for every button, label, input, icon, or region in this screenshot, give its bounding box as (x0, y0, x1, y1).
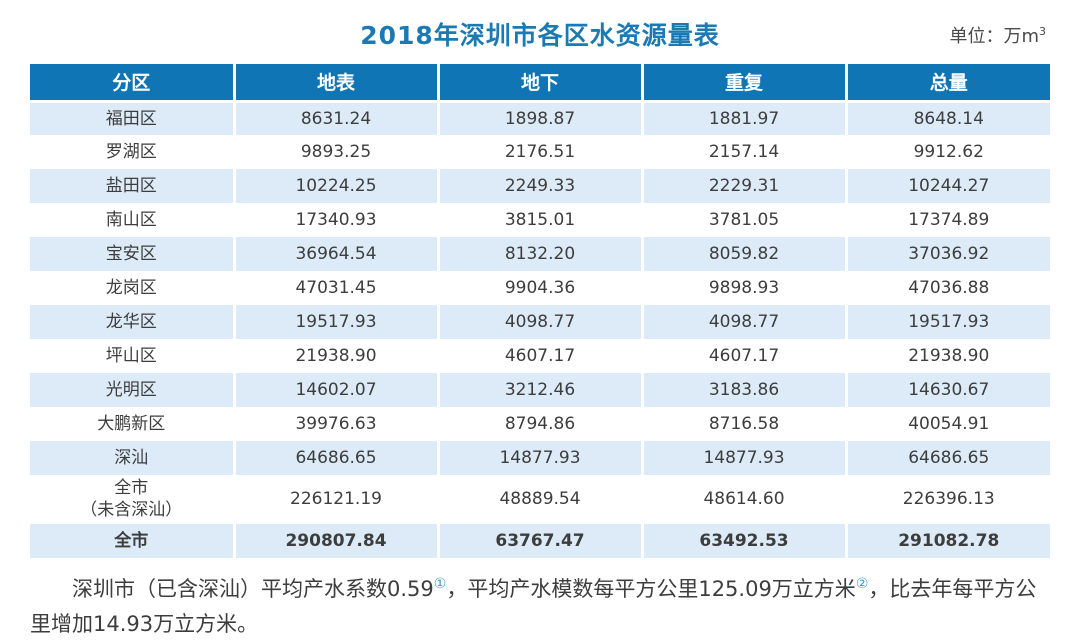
value-cell: 48614.60 (642, 475, 848, 524)
value-cell: 9912.62 (913, 141, 984, 162)
value-cell: 1898.87 (438, 101, 644, 135)
value-cell: 10244.27 (908, 175, 990, 196)
district-cell: 盐田区 (30, 169, 236, 203)
value-cell: 64686.65 (908, 447, 990, 468)
value-cell: 3781.05 (642, 203, 848, 237)
page-header: 2018年深圳市各区水资源量表 单位：万m3 (30, 12, 1050, 62)
district-cell: 深汕 (30, 441, 236, 475)
value-cell: 14877.93 (438, 441, 644, 475)
value-cell: 3212.46 (438, 373, 644, 407)
value-cell: 4098.77 (642, 305, 848, 339)
value-cell: 14602.07 (234, 373, 440, 407)
value-cell: 9898.93 (642, 271, 848, 305)
district-cell: 龙华区 (30, 305, 236, 339)
column-header-0: 分区 (30, 64, 236, 103)
value-cell: 2229.31 (642, 169, 848, 203)
water-resources-table: 分区 地表 地下 重复 总量 福田区 8631.24 1898.87 1881.97 8648.… (30, 64, 1050, 558)
unit-exponent: 3 (1039, 25, 1046, 38)
value-cell: 17340.93 (234, 203, 440, 237)
value-cell: 8648.14 (913, 108, 984, 129)
table-row: 龙岗区 47031.45 9904.36 9898.93 47036.88 (30, 271, 1050, 305)
footnote-marker-1: ① (433, 575, 447, 592)
value-cell: 8716.58 (642, 407, 848, 441)
value-cell: 8631.24 (234, 101, 440, 135)
value-cell: 19517.93 (908, 311, 990, 332)
column-header-2: 地下 (438, 64, 644, 103)
value-cell: 64686.65 (234, 441, 440, 475)
district-cell: 光明区 (30, 373, 236, 407)
value-cell: 17374.89 (908, 209, 990, 230)
footnote-text-1: 深圳市（已含深汕）平均产水系数0.59 (72, 576, 434, 601)
unit-label: 单位：万m3 (949, 22, 1046, 48)
district-cell: 福田区 (30, 101, 236, 135)
table-row: 光明区 14602.07 3212.46 3183.86 14630.67 (30, 373, 1050, 407)
table-header: 分区 地表 地下 重复 总量 (30, 64, 1050, 103)
district-cell: 坪山区 (30, 339, 236, 373)
district-cell: 南山区 (30, 203, 236, 237)
unit-text: 单位：万m (949, 26, 1039, 47)
table-row: 南山区 17340.93 3815.01 3781.05 17374.89 (30, 203, 1050, 237)
footnote-text-2: ，平均产水模数每平方公里125.09万立方米 (446, 576, 856, 601)
table-row: 深汕 64686.65 14877.93 14877.93 64686.65 (30, 441, 1050, 475)
value-cell: 226121.19 (234, 475, 440, 524)
footnote: 深圳市（已含深汕）平均产水系数0.59①，平均产水模数每平方公里125.09万立… (30, 572, 1050, 643)
table-row: 大鹏新区 39976.63 8794.86 8716.58 40054.91 (30, 407, 1050, 441)
value-cell: 47036.88 (908, 277, 990, 298)
value-cell: 8059.82 (642, 237, 848, 271)
table-row: 龙华区 19517.93 4098.77 4098.77 19517.93 (30, 305, 1050, 339)
value-cell: 47031.45 (234, 271, 440, 305)
district-cell: 宝安区 (30, 237, 236, 271)
value-cell: 40054.91 (908, 413, 990, 434)
table-row: 宝安区 36964.54 8132.20 8059.82 37036.92 (30, 237, 1050, 271)
value-cell: 1881.97 (642, 101, 848, 135)
value-cell: 2157.14 (642, 135, 848, 169)
value-cell: 4098.77 (438, 305, 644, 339)
value-cell: 4607.17 (438, 339, 644, 373)
table-row: 全市 290807.84 63767.47 63492.53 291082.78 (30, 523, 1050, 558)
value-cell: 63767.47 (438, 523, 644, 558)
table-row: 坪山区 21938.90 4607.17 4607.17 21938.90 (30, 339, 1050, 373)
value-cell: 226396.13 (902, 489, 995, 510)
district-cell: 全市 (30, 523, 236, 558)
table-row: 罗湖区 9893.25 2176.51 2157.14 9912.62 (30, 135, 1050, 169)
value-cell: 291082.78 (898, 530, 1000, 551)
column-header-3: 重复 (642, 64, 848, 103)
value-cell: 290807.84 (234, 523, 440, 558)
value-cell: 39976.63 (234, 407, 440, 441)
value-cell: 14877.93 (642, 441, 848, 475)
value-cell: 21938.90 (908, 345, 990, 366)
value-cell: 3815.01 (438, 203, 644, 237)
value-cell: 63492.53 (642, 523, 848, 558)
table-row: 福田区 8631.24 1898.87 1881.97 8648.14 (30, 101, 1050, 135)
value-cell: 2176.51 (438, 135, 644, 169)
value-cell: 37036.92 (908, 243, 990, 264)
value-cell: 10224.25 (234, 169, 440, 203)
district-cell: 罗湖区 (30, 135, 236, 169)
value-cell: 8794.86 (438, 407, 644, 441)
district-cell: 龙岗区 (30, 271, 236, 305)
value-cell: 36964.54 (234, 237, 440, 271)
value-cell: 14630.67 (908, 379, 990, 400)
table-body: 福田区 8631.24 1898.87 1881.97 8648.14 罗湖区 9893.2… (30, 101, 1050, 558)
value-cell: 3183.86 (642, 373, 848, 407)
value-cell: 9893.25 (234, 135, 440, 169)
footnote-marker-2: ② (855, 575, 869, 592)
value-cell: 4607.17 (642, 339, 848, 373)
value-cell: 9904.36 (438, 271, 644, 305)
column-header-4: 总量 (846, 64, 1050, 103)
table-row: 盐田区 10224.25 2249.33 2229.31 10244.27 (30, 169, 1050, 203)
table-header-row: 分区 地表 地下 重复 总量 (30, 64, 1050, 103)
value-cell: 2249.33 (438, 169, 644, 203)
footnote-text-3: ，比去年每平方公里增加14.93万立方米。 (30, 576, 1037, 637)
district-cell: 全市 （未含深汕） (30, 475, 236, 524)
value-cell: 48889.54 (438, 475, 644, 524)
water-resources-page: 2018年深圳市各区水资源量表 单位：万m3 分区 地表 地下 重复 总量 福田区 863… (0, 12, 1080, 644)
district-cell: 大鹏新区 (30, 407, 236, 441)
page-title: 2018年深圳市各区水资源量表 (360, 21, 720, 50)
table-row: 全市 （未含深汕） 226121.19 48889.54 48614.60 226396.… (30, 475, 1050, 524)
column-header-1: 地表 (234, 64, 440, 103)
value-cell: 19517.93 (234, 305, 440, 339)
value-cell: 8132.20 (438, 237, 644, 271)
value-cell: 21938.90 (234, 339, 440, 373)
